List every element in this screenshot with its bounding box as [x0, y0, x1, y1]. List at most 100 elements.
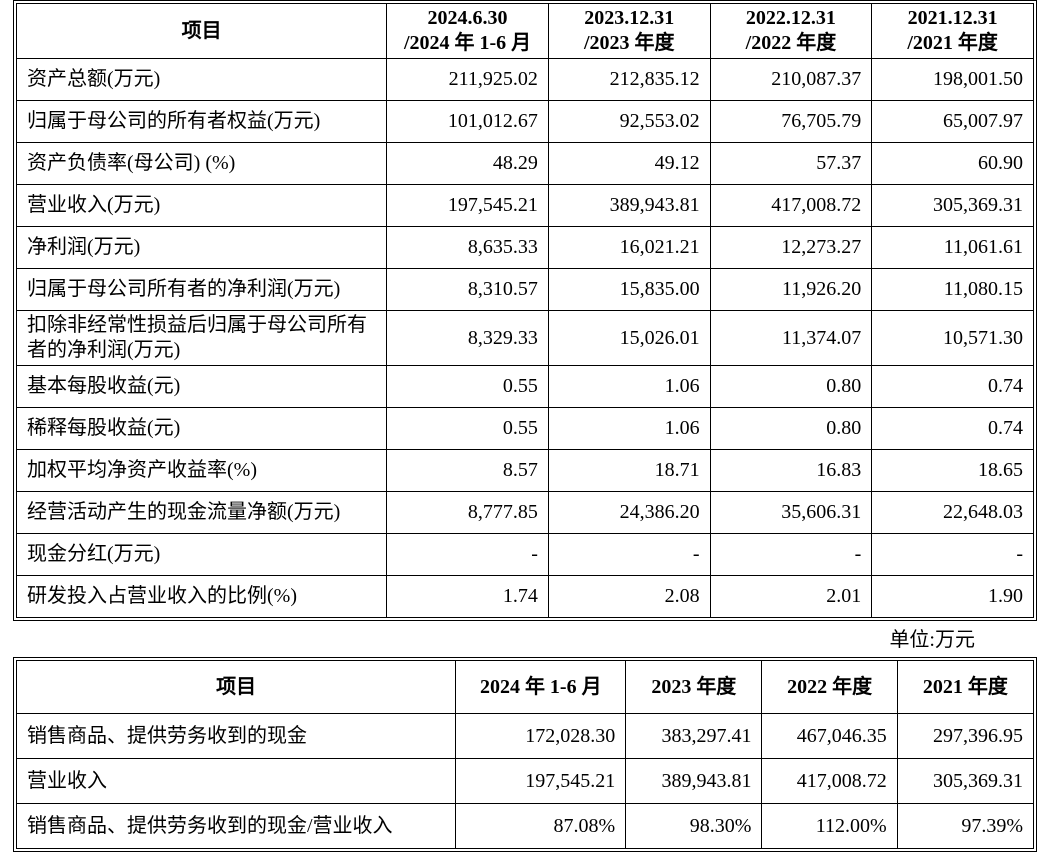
financial-summary-table-border: 项目 2024.6.30/2024 年 1-6 月 2023.12.31/2023 … [13, 0, 1037, 621]
unit-note: 单位:万元 [889, 629, 975, 651]
row-value: 467,046.35 [761, 713, 898, 759]
row-value: 8.57 [386, 449, 549, 492]
row-value: 211,925.02 [386, 58, 549, 101]
column-header: 2021 年度 [896, 660, 1035, 714]
cash-revenue-table: 项目 2024 年 1-6 月 2023 年度 2022 年度 2021 年度 销售商品… [15, 660, 1035, 849]
row-value: 18.65 [871, 449, 1034, 492]
row-value: 172,028.30 [455, 713, 627, 759]
row-label: 稀释每股收益(元) [15, 407, 388, 450]
row-value: 16.83 [709, 449, 873, 492]
table-row: 归属于母公司的所有者权益(万元) 101,012.67 92,553.02 76,70… [15, 100, 1034, 143]
row-label: 销售商品、提供劳务收到的现金/营业收入 [15, 803, 457, 849]
row-label: 资产负债率(母公司) (%) [15, 142, 388, 185]
row-label: 净利润(万元) [15, 226, 388, 269]
row-label: 基本每股收益(元) [15, 365, 388, 408]
table-row: 营业收入 197,545.21 389,943.81 417,008.72 305,36… [15, 758, 1035, 804]
row-value: 0.74 [871, 365, 1034, 408]
column-header: 项目 [15, 660, 457, 714]
row-value: 12,273.27 [709, 226, 873, 269]
row-value: 65,007.97 [871, 100, 1034, 143]
column-header: 2023 年度 [625, 660, 763, 714]
row-value: 417,008.72 [761, 758, 898, 804]
row-label: 归属于母公司所有者的净利润(万元) [15, 268, 388, 311]
row-value: 112.00% [761, 803, 898, 849]
row-value: 197,545.21 [386, 184, 549, 227]
row-value: 212,835.12 [547, 58, 711, 101]
row-value: 2.01 [709, 575, 873, 618]
table-row: 销售商品、提供劳务收到的现金 172,028.30 383,297.41 467,04… [15, 713, 1035, 759]
column-header: 2022.12.31/2022 年度 [709, 3, 873, 59]
header-row: 项目 2024 年 1-6 月 2023 年度 2022 年度 2021 年度 [15, 660, 1035, 714]
row-value: 0.80 [709, 407, 873, 450]
row-value: 8,635.33 [386, 226, 549, 269]
row-value: - [386, 533, 549, 576]
row-label: 研发投入占营业收入的比例(%) [15, 575, 388, 618]
row-value: 197,545.21 [455, 758, 627, 804]
row-value: 57.37 [709, 142, 873, 185]
row-value: 98.30% [625, 803, 763, 849]
row-value: 15,026.01 [547, 310, 711, 366]
row-label: 营业收入(万元) [15, 184, 388, 227]
row-value: 0.55 [386, 365, 549, 408]
row-value: 389,943.81 [547, 184, 711, 227]
row-value: 1.06 [547, 365, 711, 408]
table-row: 基本每股收益(元) 0.55 1.06 0.80 0.74 [15, 365, 1034, 408]
row-value: 49.12 [547, 142, 711, 185]
row-value: 417,008.72 [709, 184, 873, 227]
row-value: 198,001.50 [871, 58, 1034, 101]
row-value: - [871, 533, 1034, 576]
row-value: 0.55 [386, 407, 549, 450]
row-value: 11,061.61 [871, 226, 1034, 269]
row-value: 35,606.31 [709, 491, 873, 534]
row-value: 92,553.02 [547, 100, 711, 143]
row-value: 76,705.79 [709, 100, 873, 143]
table-row: 资产负债率(母公司) (%) 48.29 49.12 57.37 60.90 [15, 142, 1034, 185]
row-value: 1.90 [871, 575, 1034, 618]
row-value: 22,648.03 [871, 491, 1034, 534]
row-value: 24,386.20 [547, 491, 711, 534]
row-value: 10,571.30 [871, 310, 1034, 366]
row-value: - [547, 533, 711, 576]
row-value: 101,012.67 [386, 100, 549, 143]
header-row: 项目 2024.6.30/2024 年 1-6 月 2023.12.31/2023 … [15, 3, 1034, 59]
row-value: 8,310.57 [386, 268, 549, 311]
row-value: 18.71 [547, 449, 711, 492]
table-row: 研发投入占营业收入的比例(%) 1.74 2.08 2.01 1.90 [15, 575, 1034, 618]
row-value: 48.29 [386, 142, 549, 185]
cash-revenue-table-border: 项目 2024 年 1-6 月 2023 年度 2022 年度 2021 年度 销售商品… [13, 657, 1037, 852]
row-value: 305,369.31 [896, 758, 1035, 804]
table-row: 销售商品、提供劳务收到的现金/营业收入 87.08% 98.30% 112.00% 97… [15, 803, 1035, 849]
row-value: 11,926.20 [709, 268, 873, 311]
table-row: 稀释每股收益(元) 0.55 1.06 0.80 0.74 [15, 407, 1034, 450]
row-value: 11,374.07 [709, 310, 873, 366]
row-label: 经营活动产生的现金流量净额(万元) [15, 491, 388, 534]
table-row: 加权平均净资产收益率(%) 8.57 18.71 16.83 18.65 [15, 449, 1034, 492]
row-value: 0.80 [709, 365, 873, 408]
row-value: 8,329.33 [386, 310, 549, 366]
row-value: 16,021.21 [547, 226, 711, 269]
row-value: - [709, 533, 873, 576]
column-header: 2024 年 1-6 月 [455, 660, 627, 714]
column-header: 项目 [15, 3, 388, 59]
column-header: 2021.12.31/2021 年度 [871, 3, 1034, 59]
row-value: 11,080.15 [871, 268, 1034, 311]
financial-summary-table: 项目 2024.6.30/2024 年 1-6 月 2023.12.31/2023 … [15, 3, 1034, 618]
row-value: 2.08 [547, 575, 711, 618]
table-row: 资产总额(万元) 211,925.02 212,835.12 210,087.37 19… [15, 58, 1034, 101]
row-value: 97.39% [896, 803, 1035, 849]
table-row: 净利润(万元) 8,635.33 16,021.21 12,273.27 11,061.… [15, 226, 1034, 269]
table-row: 现金分红(万元) - - - - [15, 533, 1034, 576]
table-row: 归属于母公司所有者的净利润(万元) 8,310.57 15,835.00 11,926… [15, 268, 1034, 311]
row-label: 加权平均净资产收益率(%) [15, 449, 388, 492]
table-row: 营业收入(万元) 197,545.21 389,943.81 417,008.72 30… [15, 184, 1034, 227]
row-value: 0.74 [871, 407, 1034, 450]
row-label: 销售商品、提供劳务收到的现金 [15, 713, 457, 759]
column-header: 2024.6.30/2024 年 1-6 月 [386, 3, 549, 59]
row-label: 扣除非经常性损益后归属于母公司所有者的净利润(万元) [15, 310, 388, 366]
row-value: 87.08% [455, 803, 627, 849]
row-value: 383,297.41 [625, 713, 763, 759]
column-header: 2023.12.31/2023 年度 [547, 3, 711, 59]
row-label: 现金分红(万元) [15, 533, 388, 576]
table-row: 扣除非经常性损益后归属于母公司所有者的净利润(万元) 8,329.33 15,026… [15, 310, 1034, 366]
